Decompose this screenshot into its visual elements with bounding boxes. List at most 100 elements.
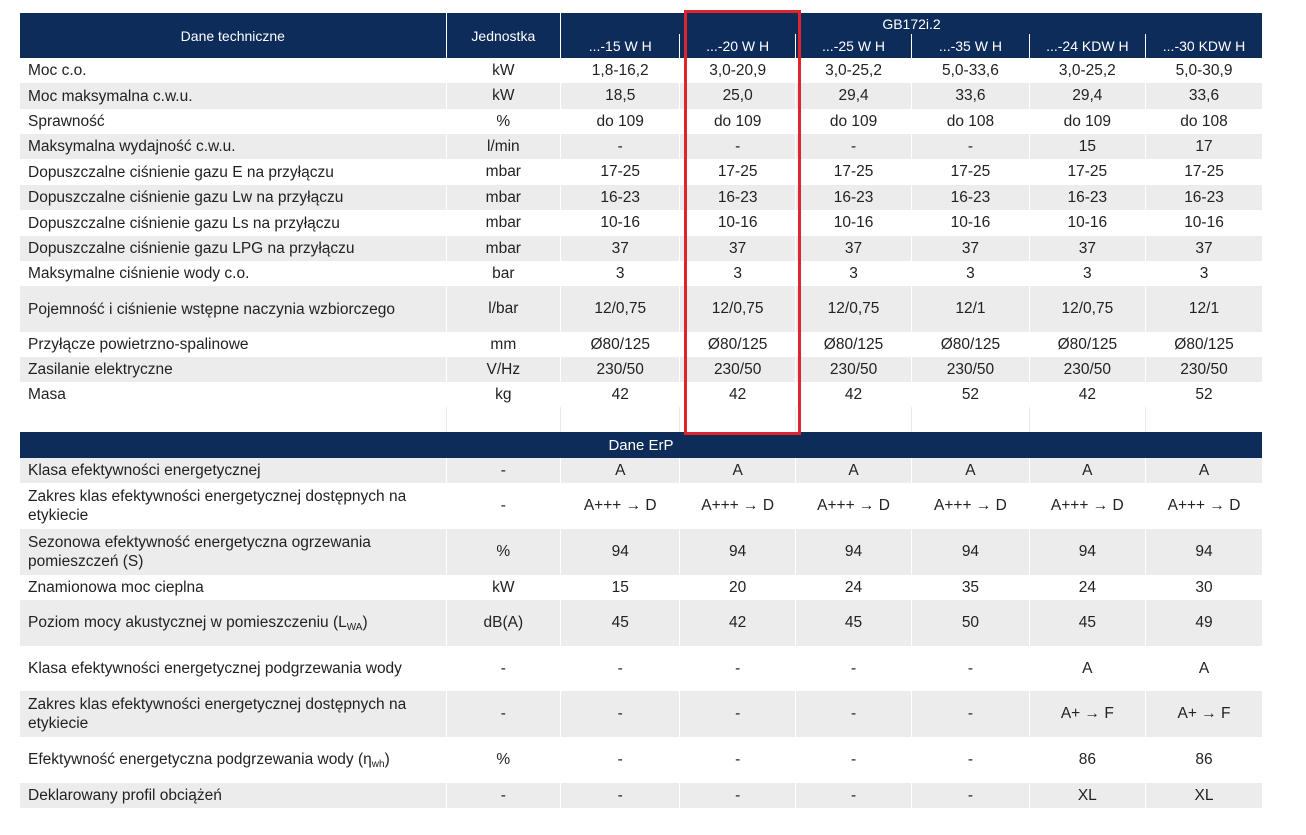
row-value: 230/50 xyxy=(911,357,1030,382)
row-label-text: Pojemność i ciśnienie wstępne naczynia w… xyxy=(28,300,396,318)
row-unit: mbar xyxy=(446,159,562,185)
table-row: Dopuszczalne ciśnienie gazu LPG na przył… xyxy=(20,236,1262,261)
row-value: 3 xyxy=(1145,261,1262,286)
row-unit: % xyxy=(446,737,562,783)
row-value: 45 xyxy=(1029,600,1147,646)
row-value: 86 xyxy=(1145,737,1262,783)
row-value: do 109 xyxy=(795,109,913,134)
row-value: 3 xyxy=(679,261,796,286)
row-value: XL xyxy=(1029,783,1147,808)
row-value: 230/50 xyxy=(1029,357,1147,382)
row-value: A+ → F xyxy=(1029,691,1147,737)
row-value: A xyxy=(1145,646,1262,691)
row-value: 94 xyxy=(1029,529,1147,575)
table-row: Dopuszczalne ciśnienie gazu E na przyłąc… xyxy=(20,159,1262,185)
row-value: - xyxy=(679,646,796,691)
row-value: 10-16 xyxy=(679,210,796,236)
table-row: Zakres klas efektywności energetycznej d… xyxy=(20,691,1262,737)
row-value: Ø80/125 xyxy=(1145,332,1262,357)
row-value: 37 xyxy=(1145,236,1262,261)
row-label: Dopuszczalne ciśnienie gazu Ls na przyłą… xyxy=(20,210,447,236)
table-row: Dopuszczalne ciśnienie gazu Lw na przyłą… xyxy=(20,185,1262,210)
table-row: Klasa efektywności energetycznej - A A A A A A xyxy=(20,458,1262,483)
row-value: 17-25 xyxy=(1145,159,1262,185)
row-value: 45 xyxy=(560,600,681,646)
row-label: Efektywność energetyczna podgrzewania wo… xyxy=(20,737,447,783)
row-unit: dB(A) xyxy=(446,600,562,646)
row-value: Ø80/125 xyxy=(911,332,1030,357)
row-value: A xyxy=(911,458,1030,483)
row-value: - xyxy=(911,134,1030,159)
row-label: Poziom mocy akustycznej w pomieszczeniu … xyxy=(20,600,447,646)
row-label: Dopuszczalne ciśnienie gazu Lw na przyłą… xyxy=(20,185,447,210)
row-value: A+++ → D xyxy=(1029,483,1147,529)
row-value: - xyxy=(560,646,681,691)
row-value: 42 xyxy=(679,382,796,407)
row-value: 16-23 xyxy=(1145,185,1262,210)
row-value: 94 xyxy=(911,529,1030,575)
row-value: - xyxy=(560,134,681,159)
row-value: 230/50 xyxy=(560,357,681,382)
row-value: Ø80/125 xyxy=(795,332,913,357)
row-value: 18,5 xyxy=(560,83,681,109)
row-value: 45 xyxy=(795,600,913,646)
row-value: 25,0 xyxy=(679,83,796,109)
row-value: 52 xyxy=(911,382,1030,407)
row-label: Zakres klas efektywności energetycznej d… xyxy=(20,483,447,529)
row-value: 5,0-33,6 xyxy=(911,58,1030,83)
row-label: Maksymalne ciśnienie wody c.o. xyxy=(20,261,447,286)
row-unit: bar xyxy=(446,261,562,286)
row-label-text: Dopuszczalne ciśnienie gazu Lw na przyłą… xyxy=(28,189,344,206)
row-value: 42 xyxy=(679,600,796,646)
row-value: 15 xyxy=(1029,134,1147,159)
row-value: 3 xyxy=(911,261,1030,286)
row-value: - xyxy=(795,134,913,159)
row-label-text: Maksymalna wydajność c.w.u. xyxy=(28,138,236,155)
row-value: 12/0,75 xyxy=(560,286,681,332)
row-value: 24 xyxy=(795,575,913,600)
row-label: Moc c.o. xyxy=(20,58,447,83)
row-label-end: ) xyxy=(384,750,390,768)
row-value: 12/0,75 xyxy=(795,286,913,332)
row-value: A+++ → D xyxy=(679,483,796,529)
row-value: A+++ → D xyxy=(795,483,913,529)
row-value: 50 xyxy=(911,600,1030,646)
row-value: A+++ → D xyxy=(911,483,1030,529)
row-label-text: Dopuszczalne ciśnienie gazu E na przyłąc… xyxy=(28,163,334,181)
header-model-24kdw: ...-24 KDW H xyxy=(1029,34,1147,58)
table-row: Masa kg 42 42 42 52 42 52 xyxy=(20,382,1262,407)
row-label-subscript: wh xyxy=(371,758,385,770)
row-value: A+++ → D xyxy=(1145,483,1262,529)
table-row: Dopuszczalne ciśnienie gazu Ls na przyłą… xyxy=(20,210,1262,236)
row-label-text: Poziom mocy akustycznej w pomieszczeniu … xyxy=(28,613,347,631)
row-value: 17-25 xyxy=(1029,159,1147,185)
row-value: - xyxy=(795,646,913,691)
row-label-text: Przyłącze powietrzno-spalinowe xyxy=(28,336,249,353)
row-value: 24 xyxy=(1029,575,1147,600)
header-dane-techniczne: Dane techniczne xyxy=(20,13,447,58)
row-value: 20 xyxy=(679,575,796,600)
row-value: 86 xyxy=(1029,737,1147,783)
row-value: 42 xyxy=(795,382,913,407)
row-value: Ø80/125 xyxy=(679,332,796,357)
row-label: Sprawność xyxy=(20,109,447,134)
table-row: Poziom mocy akustycznej w pomieszczeniu … xyxy=(20,600,1262,646)
row-label: Sezonowa efektywność energetyczna ogrzew… xyxy=(20,529,447,575)
row-value: 17-25 xyxy=(560,159,681,185)
row-label-text: Efektywność energetyczna podgrzewania wo… xyxy=(28,750,372,768)
row-label: Moc maksymalna c.w.u. xyxy=(20,83,447,109)
row-label-text: Zakres klas efektywności energetycznej d… xyxy=(28,488,407,524)
row-unit: % xyxy=(446,109,562,134)
table-row: Maksymalna wydajność c.w.u. l/min - - - -15 17 xyxy=(20,134,1262,159)
row-value: - xyxy=(679,783,796,808)
row-label-text: Klasa efektywności energetycznej xyxy=(28,462,261,479)
row-value: 10-16 xyxy=(1029,210,1147,236)
table-row: Zakres klas efektywności energetycznej d… xyxy=(20,483,1262,529)
row-value: 49 xyxy=(1145,600,1262,646)
row-value: A xyxy=(1029,646,1147,691)
table-row: Zasilanie elektryczne V/Hz 230/50 230/50 230… xyxy=(20,357,1262,382)
row-label-text: Moc maksymalna c.w.u. xyxy=(28,87,193,105)
row-value: 3,0-20,9 xyxy=(679,58,796,83)
row-value: 12/1 xyxy=(1145,286,1262,332)
table-row: Moc c.o. kW 1,8-16,2 3,0-20,9 3,0-25,2 5,0-33… xyxy=(20,58,1262,83)
